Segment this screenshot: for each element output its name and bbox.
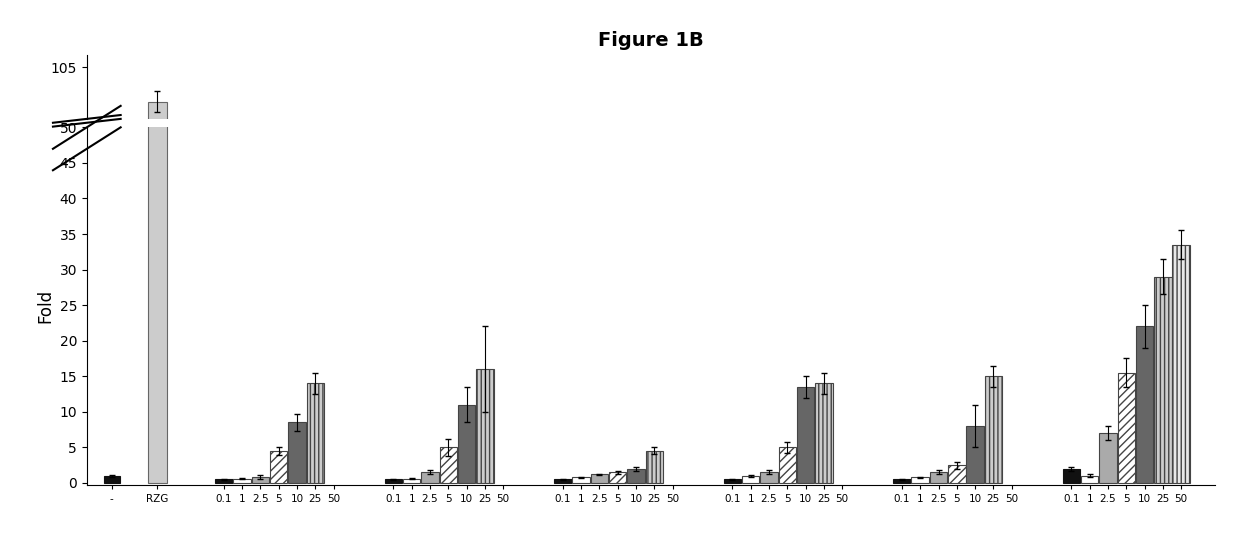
- Bar: [1154, 393, 1172, 518]
- Bar: [104, 476, 119, 483]
- Bar: [403, 479, 420, 483]
- Bar: [554, 516, 572, 518]
- Bar: [439, 447, 458, 483]
- Bar: [627, 469, 645, 483]
- Bar: [476, 450, 494, 518]
- Bar: [779, 496, 796, 518]
- Bar: [815, 458, 832, 518]
- Bar: [104, 514, 119, 518]
- Bar: [554, 480, 572, 483]
- Bar: [911, 514, 929, 518]
- Bar: [742, 514, 759, 518]
- Bar: [270, 499, 288, 518]
- Bar: [627, 510, 645, 518]
- Bar: [306, 458, 324, 518]
- Bar: [724, 480, 742, 483]
- Bar: [760, 473, 777, 483]
- Bar: [949, 465, 966, 483]
- Bar: [216, 480, 233, 483]
- Bar: [1100, 488, 1117, 518]
- Bar: [646, 451, 663, 483]
- Bar: [476, 369, 494, 483]
- Bar: [646, 499, 663, 518]
- Bar: [742, 476, 759, 483]
- Y-axis label: Fold: Fold: [36, 289, 53, 323]
- Bar: [288, 482, 306, 518]
- Bar: [422, 512, 439, 518]
- Bar: [1117, 373, 1135, 483]
- Bar: [724, 516, 742, 518]
- Bar: [252, 477, 269, 483]
- Bar: [911, 477, 929, 483]
- Bar: [1117, 452, 1135, 518]
- Bar: [384, 516, 402, 518]
- Bar: [148, 102, 167, 518]
- Bar: [893, 480, 910, 483]
- Bar: [985, 376, 1002, 483]
- Bar: [1154, 277, 1172, 483]
- Bar: [930, 512, 947, 518]
- Bar: [1081, 476, 1099, 483]
- Bar: [797, 387, 815, 483]
- Bar: [949, 507, 966, 518]
- Bar: [760, 512, 777, 518]
- Bar: [797, 460, 815, 518]
- Title: Figure 1B: Figure 1B: [598, 31, 704, 50]
- Bar: [306, 383, 324, 483]
- Bar: [403, 516, 420, 518]
- Bar: [609, 473, 626, 483]
- Bar: [1063, 469, 1080, 483]
- Bar: [233, 516, 250, 518]
- Bar: [439, 496, 458, 518]
- Bar: [1100, 433, 1117, 483]
- Bar: [1172, 245, 1190, 483]
- Bar: [893, 516, 910, 518]
- Bar: [233, 479, 250, 483]
- Bar: [458, 471, 475, 518]
- Bar: [1063, 510, 1080, 518]
- Bar: [252, 514, 269, 518]
- Bar: [1081, 514, 1099, 518]
- Bar: [270, 451, 288, 483]
- Bar: [288, 422, 306, 483]
- Bar: [609, 512, 626, 518]
- Bar: [1136, 326, 1153, 483]
- Bar: [573, 514, 590, 518]
- Bar: [458, 405, 475, 483]
- Bar: [573, 477, 590, 483]
- Bar: [590, 513, 608, 518]
- Bar: [985, 454, 1002, 518]
- Bar: [966, 484, 983, 518]
- Bar: [779, 447, 796, 483]
- Bar: [1172, 374, 1190, 518]
- Bar: [216, 516, 233, 518]
- Bar: [148, 0, 167, 483]
- Bar: [1136, 423, 1153, 518]
- Bar: [815, 383, 832, 483]
- Bar: [966, 426, 983, 483]
- Bar: [384, 480, 402, 483]
- Bar: [422, 473, 439, 483]
- Bar: [590, 474, 608, 483]
- Bar: [930, 473, 947, 483]
